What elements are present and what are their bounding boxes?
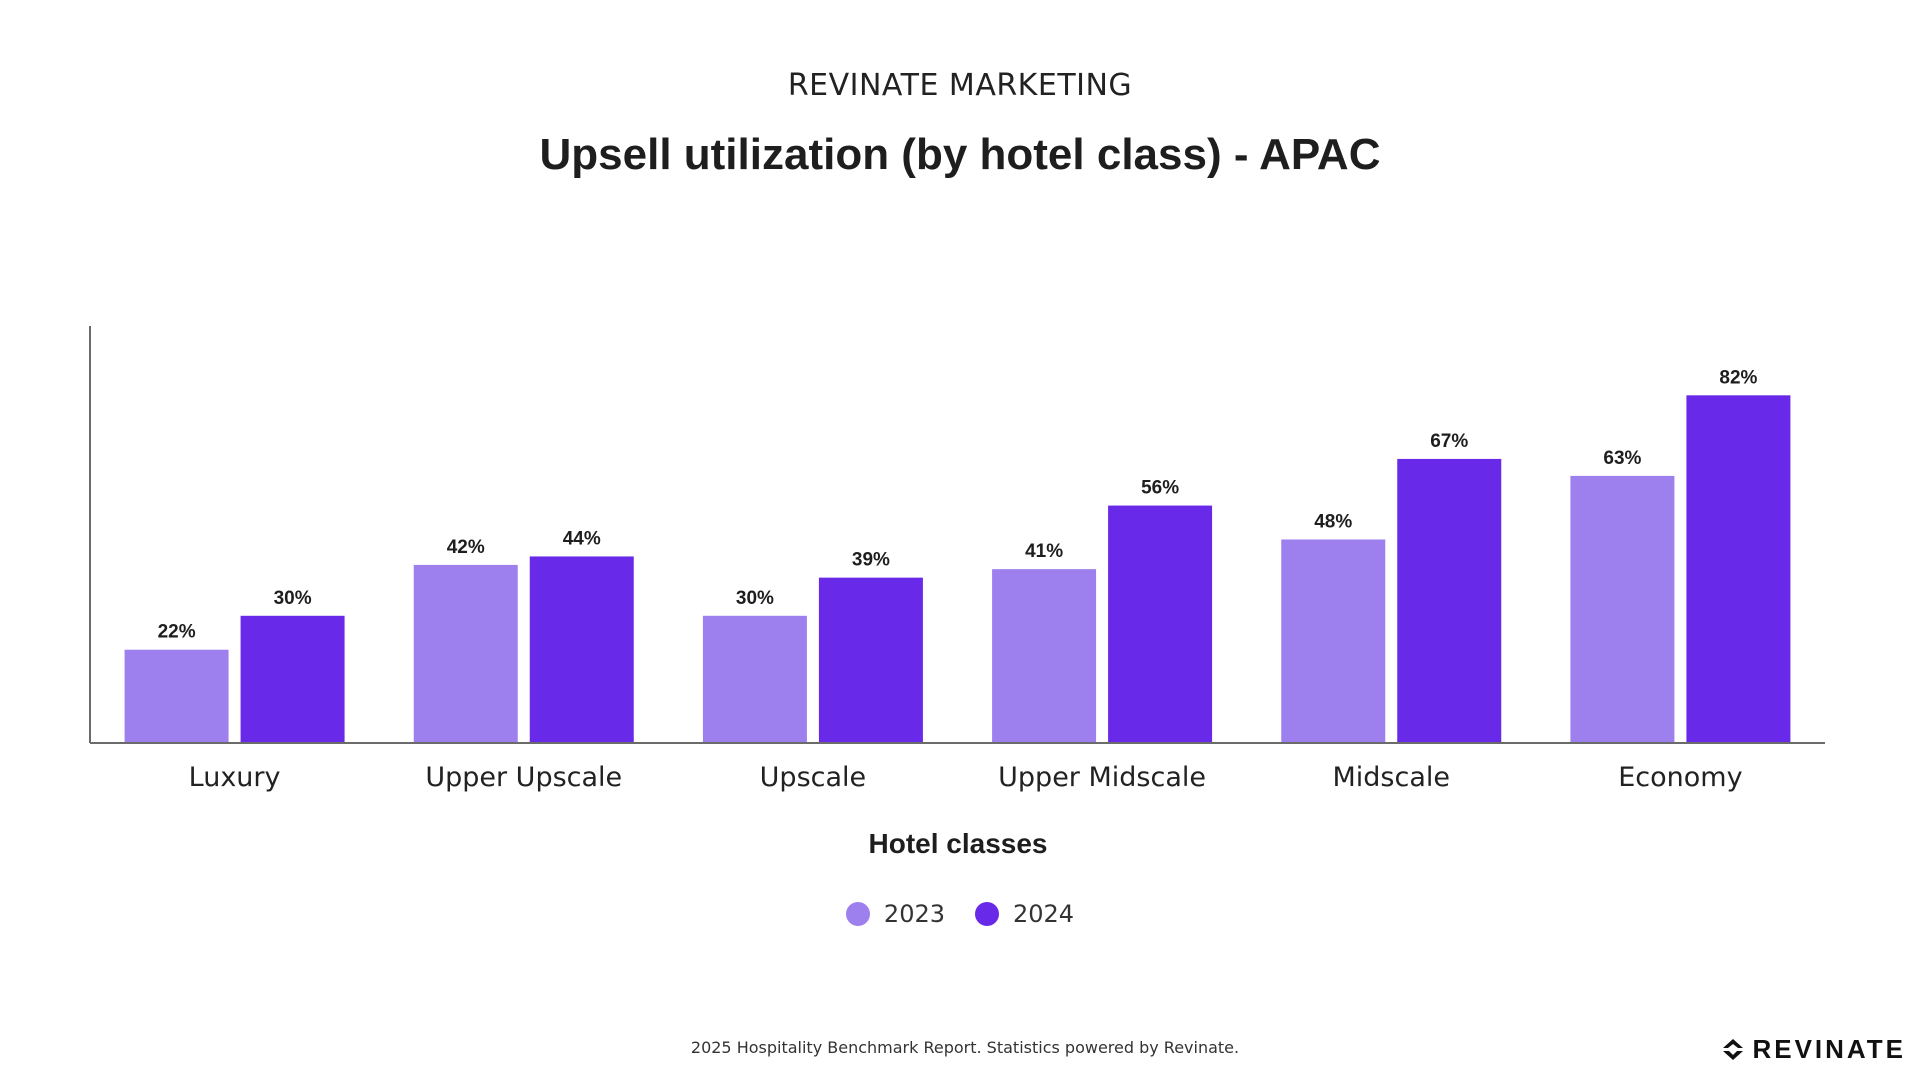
bar-2023-upper-upscale [413, 564, 518, 743]
bar-2024-midscale [1397, 458, 1502, 743]
bars-layer [124, 395, 1791, 743]
revinate-logo-icon [1723, 1038, 1744, 1060]
x-tick-label-luxury: Luxury [189, 762, 281, 793]
data-label-2024-upper-midscale: 56% [1141, 478, 1179, 499]
data-label-2024-midscale: 67% [1430, 431, 1468, 452]
data-label-2023-upper-midscale: 41% [1025, 541, 1063, 562]
labels-layer: 22% 30% 42% 44% 30% 39% 41% 56% 48% 67% 63% 82% [158, 367, 1758, 642]
bar-2023-upscale [702, 615, 807, 743]
x-tick-label-upscale: Upscale [760, 762, 866, 793]
bar-2023-midscale [1281, 539, 1386, 743]
revinate-logo: REVINATE [1722, 1034, 1906, 1065]
data-label-2024-economy: 82% [1719, 367, 1757, 388]
data-label-2023-upscale: 30% [736, 588, 774, 609]
chart-title: Upsell utilization (by hotel class) - AP… [539, 130, 1381, 179]
data-label-2024-upscale: 39% [852, 550, 890, 571]
x-axis-title: Hotel classes [869, 828, 1048, 859]
bar-2023-economy [1570, 475, 1675, 743]
bar-2023-upper-midscale [992, 569, 1097, 743]
x-tick-label-upper-midscale: Upper Midscale [998, 762, 1206, 793]
x-tick-label-economy: Economy [1618, 762, 1742, 793]
revinate-logo-text: REVINATE [1752, 1034, 1906, 1064]
bar-2024-upscale [818, 577, 923, 743]
legend-swatch-2024 [975, 902, 999, 926]
data-label-2024-upper-upscale: 44% [563, 528, 601, 549]
data-label-2023-upper-upscale: 42% [447, 537, 485, 558]
brand-heading: REVINATE MARKETING [787, 68, 1133, 103]
data-label-2023-luxury: 22% [158, 622, 196, 643]
legend-item-2024: 2024 [975, 900, 1074, 928]
legend: 2023 2024 [0, 900, 1920, 928]
tick-labels: Luxury Upper Upscale Upscale Upper Midscale… [189, 762, 1743, 793]
data-label-2024-luxury: 30% [274, 588, 312, 609]
bar-2024-economy [1686, 395, 1791, 743]
bar-2024-upper-midscale [1108, 505, 1213, 743]
legend-label-2024: 2024 [1013, 900, 1075, 928]
x-tick-label-upper-upscale: Upper Upscale [425, 762, 622, 793]
data-label-2023-economy: 63% [1603, 448, 1641, 469]
legend-item-2023: 2023 [845, 900, 945, 928]
footer-note: 2025 Hospitality Benchmark Report. Stati… [690, 1038, 1240, 1057]
legend-label-2023: 2023 [883, 900, 945, 928]
bar-2024-luxury [240, 615, 345, 743]
x-tick-label-midscale: Midscale [1332, 762, 1450, 793]
legend-swatch-2023 [845, 902, 870, 926]
bar-2023-luxury [124, 649, 229, 743]
data-label-2023-midscale: 48% [1314, 511, 1352, 532]
bar-2024-upper-upscale [529, 556, 634, 743]
